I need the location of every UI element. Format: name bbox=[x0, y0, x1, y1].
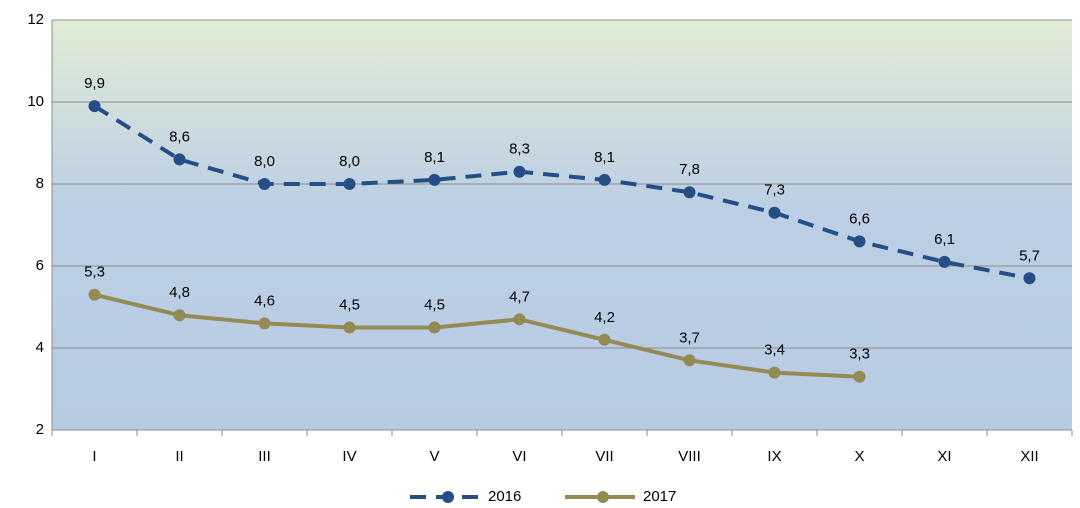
data-label: 8,3 bbox=[509, 141, 530, 158]
data-label: 8,6 bbox=[169, 128, 190, 145]
marker bbox=[88, 100, 101, 113]
marker bbox=[258, 178, 271, 190]
marker bbox=[683, 354, 696, 367]
y-tick-label: 2 bbox=[36, 421, 44, 438]
x-tick-label: X bbox=[854, 448, 864, 465]
legend-label: 2017 bbox=[643, 488, 676, 505]
data-label: 7,8 bbox=[679, 161, 700, 178]
data-label: 3,4 bbox=[764, 342, 785, 359]
data-label: 5,3 bbox=[84, 264, 105, 281]
x-tick-label: II bbox=[175, 448, 183, 465]
data-label: 4,6 bbox=[254, 292, 275, 309]
x-tick-label: IX bbox=[767, 448, 781, 465]
marker bbox=[768, 206, 781, 219]
data-label: 4,5 bbox=[424, 296, 445, 313]
marker bbox=[173, 153, 186, 166]
y-tick-label: 6 bbox=[36, 257, 44, 274]
marker bbox=[598, 333, 611, 346]
marker bbox=[258, 317, 271, 330]
data-label: 6,6 bbox=[849, 210, 870, 227]
legend-label: 2016 bbox=[488, 488, 521, 505]
marker bbox=[88, 288, 101, 301]
legend-marker bbox=[442, 491, 454, 503]
data-label: 8,0 bbox=[339, 153, 360, 170]
marker bbox=[768, 366, 781, 379]
x-tick-label: III bbox=[258, 448, 271, 465]
marker bbox=[343, 178, 356, 190]
data-label: 8,1 bbox=[594, 149, 615, 166]
x-tick-label: VII bbox=[595, 448, 613, 465]
x-tick-label: XII bbox=[1020, 448, 1038, 465]
marker bbox=[853, 370, 866, 383]
legend-marker bbox=[597, 491, 609, 503]
marker bbox=[938, 255, 951, 268]
data-label: 7,3 bbox=[764, 182, 785, 199]
marker bbox=[343, 321, 356, 334]
y-tick-label: 4 bbox=[36, 339, 44, 356]
marker bbox=[513, 313, 526, 326]
x-tick-label: XI bbox=[937, 448, 951, 465]
x-tick-label: IV bbox=[342, 448, 356, 465]
data-label: 4,5 bbox=[339, 296, 360, 313]
marker bbox=[513, 165, 526, 178]
marker bbox=[598, 173, 611, 186]
marker bbox=[173, 309, 186, 322]
marker bbox=[428, 321, 441, 334]
data-label: 8,1 bbox=[424, 149, 445, 166]
series-line bbox=[94, 292, 860, 379]
marker bbox=[853, 235, 866, 248]
marker bbox=[428, 173, 441, 186]
data-label: 9,9 bbox=[84, 75, 105, 92]
x-tick-label: VI bbox=[512, 448, 526, 465]
data-label: 3,3 bbox=[849, 346, 870, 363]
data-label: 3,7 bbox=[679, 329, 700, 346]
series-line bbox=[93, 104, 1030, 281]
data-label: 5,7 bbox=[1019, 247, 1040, 264]
data-label: 4,7 bbox=[509, 288, 530, 305]
y-tick-label: 8 bbox=[36, 175, 44, 192]
x-tick-label: I bbox=[92, 448, 96, 465]
data-label: 8,0 bbox=[254, 153, 275, 170]
y-tick-label: 10 bbox=[27, 93, 44, 110]
x-tick-label: V bbox=[429, 448, 439, 465]
marker bbox=[683, 186, 696, 199]
data-label: 4,8 bbox=[169, 284, 190, 301]
marker bbox=[1023, 272, 1036, 285]
data-label: 6,1 bbox=[934, 231, 955, 248]
plot-area bbox=[52, 20, 1072, 430]
y-tick-label: 12 bbox=[27, 11, 44, 28]
data-label: 4,2 bbox=[594, 309, 615, 326]
x-tick-label: VIII bbox=[678, 448, 701, 465]
